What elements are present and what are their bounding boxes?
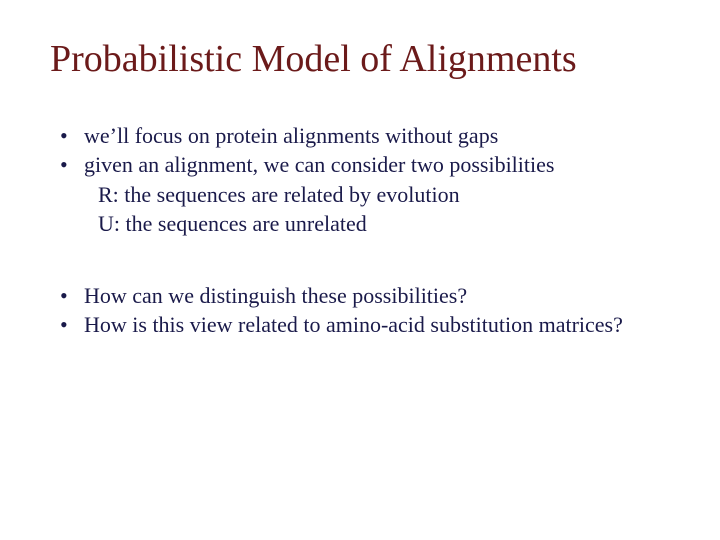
bullet-item: How can we distinguish these possibiliti… bbox=[50, 282, 670, 310]
bullet-group-2: How can we distinguish these possibiliti… bbox=[50, 282, 670, 339]
sub-item: R: the sequences are related by evolutio… bbox=[50, 181, 670, 209]
sub-item: U: the sequences are unrelated bbox=[50, 210, 670, 238]
slide: Probabilistic Model of Alignments we’ll … bbox=[0, 0, 720, 540]
spacer bbox=[50, 240, 670, 282]
bullet-item: we’ll focus on protein alignments withou… bbox=[50, 122, 670, 150]
bullet-item: given an alignment, we can consider two … bbox=[50, 151, 670, 179]
bullet-group-1: we’ll focus on protein alignments withou… bbox=[50, 122, 670, 238]
slide-body: we’ll focus on protein alignments withou… bbox=[50, 122, 670, 339]
bullet-item: How is this view related to amino-acid s… bbox=[50, 311, 670, 339]
slide-title: Probabilistic Model of Alignments bbox=[50, 38, 670, 82]
